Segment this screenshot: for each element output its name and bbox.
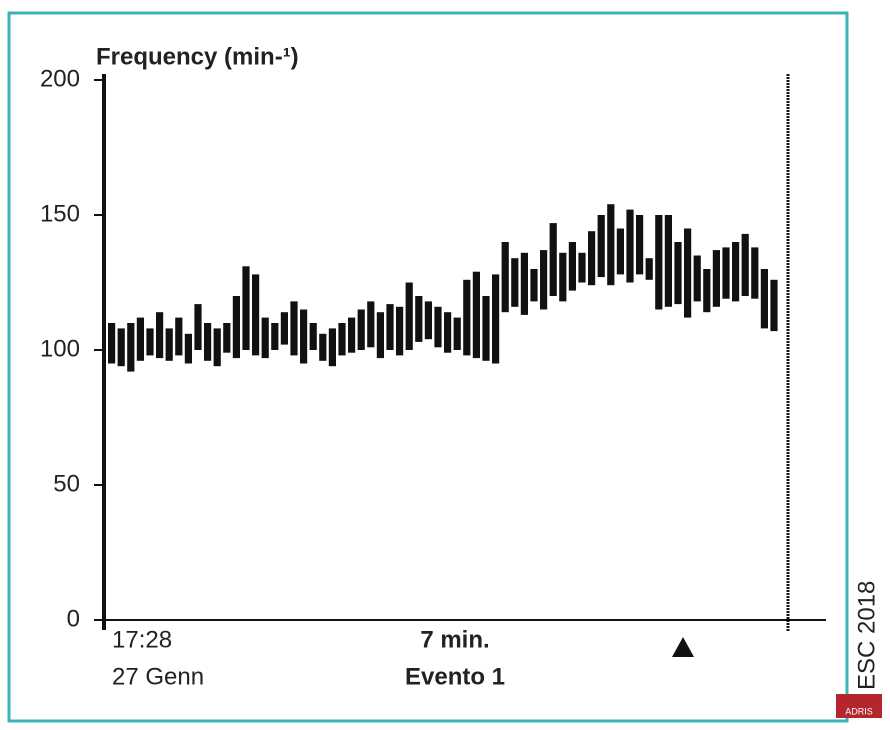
range-bar	[540, 250, 548, 310]
range-bar	[559, 252, 567, 302]
range-bar	[309, 323, 317, 350]
range-bar	[549, 223, 557, 296]
range-bar	[184, 333, 192, 364]
range-bar	[674, 242, 682, 305]
range-bar	[453, 317, 461, 350]
range-bar	[290, 301, 298, 356]
range-bar	[770, 279, 778, 332]
range-bar	[626, 209, 634, 283]
range-bar	[271, 323, 279, 350]
range-bar	[482, 296, 490, 361]
start-date: 27 Genn	[112, 663, 204, 690]
range-bar	[655, 215, 663, 310]
range-bar	[568, 242, 576, 291]
range-bar	[520, 252, 528, 315]
range-bar	[156, 312, 164, 359]
range-bar	[175, 317, 183, 356]
y-tick-label: 100	[40, 335, 80, 362]
range-bar	[376, 312, 384, 359]
range-bar	[127, 323, 135, 372]
range-bar	[280, 312, 288, 345]
range-bar	[645, 258, 653, 280]
range-bar	[242, 266, 250, 350]
range-bar	[319, 333, 327, 361]
side-label: ESC 2018	[853, 581, 880, 690]
range-bar	[146, 328, 154, 356]
range-bar	[722, 247, 730, 299]
event-label: Evento 1	[405, 663, 505, 690]
range-bar	[386, 304, 394, 350]
range-bar	[415, 296, 423, 342]
range-bar	[108, 323, 116, 364]
range-bar	[405, 282, 413, 350]
y-tick-label: 50	[53, 470, 80, 497]
range-bar	[357, 309, 365, 350]
range-bar	[463, 279, 471, 356]
range-bar	[530, 269, 538, 302]
y-tick-label: 0	[67, 605, 80, 632]
range-bar	[396, 306, 404, 356]
range-bar	[501, 242, 509, 313]
range-bar	[194, 304, 202, 350]
range-bar	[165, 328, 173, 361]
range-bar	[252, 274, 260, 356]
logo: ADRIS	[845, 706, 873, 716]
range-bar	[760, 269, 768, 329]
range-bar	[232, 296, 240, 359]
range-bar	[261, 317, 269, 359]
range-bar	[664, 215, 672, 307]
y-tick-label: 150	[40, 200, 80, 227]
range-bar	[213, 328, 221, 367]
range-bar	[204, 323, 212, 361]
range-bar	[117, 328, 125, 367]
range-bar	[684, 228, 692, 318]
range-bar	[136, 317, 144, 361]
range-bar	[703, 269, 711, 313]
logo-box	[836, 694, 882, 718]
range-bar	[472, 271, 480, 359]
frame	[7, 11, 849, 723]
range-bar	[588, 231, 596, 286]
range-bar	[607, 204, 615, 286]
range-bar	[636, 215, 644, 275]
event-marker	[672, 637, 694, 657]
range-bar	[328, 328, 336, 367]
range-bar	[434, 306, 442, 348]
range-bar	[511, 258, 519, 307]
range-bar	[732, 242, 740, 302]
range-bar	[367, 301, 375, 348]
chart-title: Frequency (min-¹)	[96, 43, 299, 70]
range-bar	[597, 215, 605, 278]
range-bar	[741, 233, 749, 296]
start-time: 17:28	[112, 626, 172, 653]
range-bar	[693, 255, 701, 302]
range-bar	[492, 274, 500, 364]
y-tick-label: 200	[40, 65, 80, 92]
range-bar	[424, 301, 432, 340]
range-bar	[751, 247, 759, 299]
duration: 7 min.	[420, 626, 489, 653]
range-bar	[712, 250, 720, 307]
range-bar	[578, 252, 586, 283]
range-bar	[348, 317, 356, 353]
range-bar	[338, 323, 346, 356]
range-bar	[616, 228, 624, 275]
range-bar	[300, 309, 308, 364]
range-bar	[444, 312, 452, 353]
range-bar	[223, 323, 231, 353]
